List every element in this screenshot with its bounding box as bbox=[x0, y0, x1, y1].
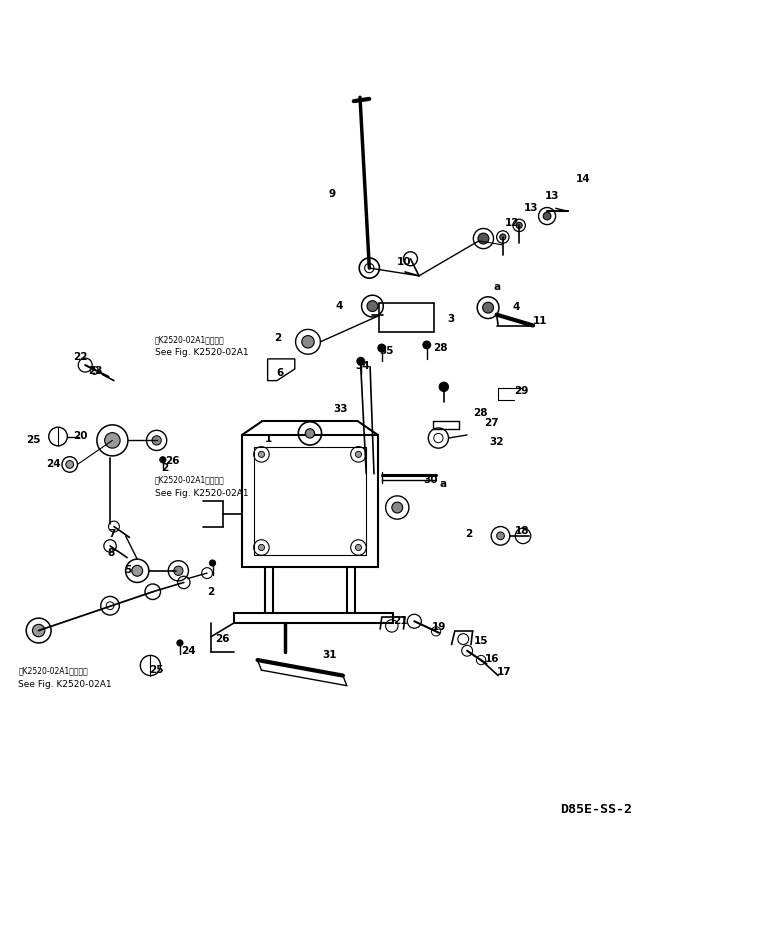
Text: 規K2520-02A1回相当品: 規K2520-02A1回相当品 bbox=[19, 666, 88, 676]
Text: 31: 31 bbox=[322, 650, 337, 660]
Circle shape bbox=[439, 382, 449, 391]
Bar bbox=[254, 446, 366, 555]
Text: 15: 15 bbox=[474, 637, 488, 647]
Text: a: a bbox=[439, 479, 446, 489]
Text: 9: 9 bbox=[328, 189, 335, 199]
Circle shape bbox=[132, 566, 143, 576]
Text: 2: 2 bbox=[274, 333, 281, 343]
Circle shape bbox=[355, 451, 361, 458]
Text: 1: 1 bbox=[265, 433, 273, 444]
Circle shape bbox=[378, 344, 386, 352]
Circle shape bbox=[259, 451, 265, 458]
Text: 規K2520-02A1回相当品: 規K2520-02A1回相当品 bbox=[155, 475, 225, 485]
Text: 21: 21 bbox=[393, 616, 408, 626]
Text: 25: 25 bbox=[26, 435, 41, 445]
Text: 17: 17 bbox=[497, 666, 511, 677]
Text: 28: 28 bbox=[433, 343, 447, 353]
Circle shape bbox=[367, 301, 378, 311]
Text: 4: 4 bbox=[513, 302, 520, 312]
Text: 規K2520-02A1回相当品: 規K2520-02A1回相当品 bbox=[155, 336, 225, 344]
Text: 2: 2 bbox=[207, 587, 214, 596]
Circle shape bbox=[516, 222, 522, 228]
Circle shape bbox=[152, 436, 161, 445]
Circle shape bbox=[33, 624, 45, 637]
Circle shape bbox=[177, 640, 183, 646]
Text: 29: 29 bbox=[513, 387, 528, 396]
Circle shape bbox=[160, 457, 166, 463]
Circle shape bbox=[210, 560, 216, 566]
Bar bbox=[379, 303, 434, 333]
Circle shape bbox=[305, 429, 315, 438]
Circle shape bbox=[392, 502, 403, 513]
Text: D85E-SS-2: D85E-SS-2 bbox=[560, 802, 633, 816]
Circle shape bbox=[483, 302, 494, 313]
Text: 27: 27 bbox=[485, 418, 499, 428]
Text: See Fig. K2520-02A1: See Fig. K2520-02A1 bbox=[155, 488, 249, 498]
Circle shape bbox=[543, 212, 551, 220]
Text: 19: 19 bbox=[432, 622, 446, 632]
Circle shape bbox=[259, 544, 265, 551]
Text: 24: 24 bbox=[182, 646, 196, 656]
Text: 13: 13 bbox=[523, 202, 538, 212]
Circle shape bbox=[499, 234, 506, 240]
Text: a: a bbox=[494, 282, 501, 293]
Circle shape bbox=[478, 233, 489, 244]
Text: 14: 14 bbox=[576, 173, 590, 184]
Circle shape bbox=[423, 341, 431, 349]
Text: 26: 26 bbox=[165, 456, 180, 466]
Text: 34: 34 bbox=[355, 361, 370, 371]
Circle shape bbox=[357, 357, 365, 365]
Bar bbox=[242, 435, 378, 567]
Text: 30: 30 bbox=[423, 475, 437, 485]
Circle shape bbox=[65, 460, 73, 468]
Text: 23: 23 bbox=[88, 366, 103, 377]
Circle shape bbox=[174, 566, 183, 575]
Text: 8: 8 bbox=[107, 548, 115, 558]
Text: 2: 2 bbox=[161, 463, 168, 473]
Text: 12: 12 bbox=[505, 218, 520, 228]
Text: 22: 22 bbox=[72, 352, 87, 363]
Text: 25: 25 bbox=[149, 665, 164, 675]
Text: See Fig. K2520-02A1: See Fig. K2520-02A1 bbox=[155, 349, 249, 357]
Text: 11: 11 bbox=[533, 316, 548, 326]
Text: 18: 18 bbox=[515, 527, 530, 536]
Text: 6: 6 bbox=[277, 368, 284, 377]
Text: 2: 2 bbox=[466, 529, 473, 540]
Text: 20: 20 bbox=[72, 431, 87, 441]
Text: 28: 28 bbox=[474, 408, 488, 418]
Text: 33: 33 bbox=[333, 404, 347, 415]
Text: 10: 10 bbox=[397, 257, 412, 267]
Text: See Fig. K2520-02A1: See Fig. K2520-02A1 bbox=[19, 679, 112, 689]
Circle shape bbox=[497, 532, 504, 540]
Text: 26: 26 bbox=[215, 634, 229, 644]
Circle shape bbox=[301, 336, 314, 348]
Text: 7: 7 bbox=[108, 529, 116, 540]
Text: 4: 4 bbox=[336, 301, 344, 311]
Circle shape bbox=[104, 432, 120, 448]
Text: 32: 32 bbox=[490, 437, 504, 447]
Text: 16: 16 bbox=[485, 654, 499, 665]
Text: 3: 3 bbox=[447, 313, 454, 323]
Circle shape bbox=[355, 544, 361, 551]
Text: 5: 5 bbox=[124, 565, 132, 575]
Text: 35: 35 bbox=[379, 346, 394, 356]
Text: 13: 13 bbox=[545, 191, 559, 201]
Text: 24: 24 bbox=[46, 459, 61, 469]
